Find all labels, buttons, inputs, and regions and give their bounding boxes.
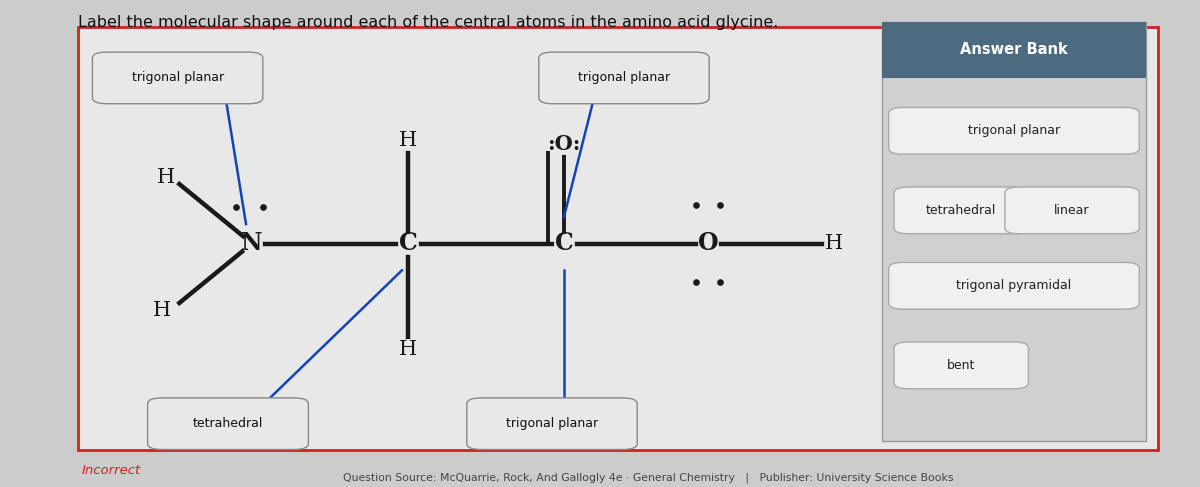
- Text: H: H: [824, 234, 844, 253]
- FancyBboxPatch shape: [889, 262, 1139, 309]
- Text: H: H: [398, 131, 418, 150]
- Text: trigonal pyramidal: trigonal pyramidal: [956, 279, 1072, 292]
- Text: H: H: [156, 168, 175, 187]
- Text: tetrahedral: tetrahedral: [926, 204, 996, 217]
- Text: C: C: [554, 231, 574, 256]
- Text: Question Source: McQuarrie, Rock, And Gallogly 4e · General Chemistry   |   Publ: Question Source: McQuarrie, Rock, And Ga…: [343, 472, 953, 483]
- Text: trigonal planar: trigonal planar: [968, 124, 1060, 137]
- FancyBboxPatch shape: [539, 52, 709, 104]
- FancyBboxPatch shape: [148, 398, 308, 450]
- Text: Incorrect: Incorrect: [82, 465, 140, 477]
- Text: C: C: [398, 231, 418, 256]
- FancyBboxPatch shape: [882, 22, 1146, 78]
- Text: trigonal planar: trigonal planar: [506, 417, 598, 430]
- FancyBboxPatch shape: [882, 22, 1146, 441]
- FancyBboxPatch shape: [78, 27, 1158, 450]
- Text: :O:: :O:: [547, 133, 581, 154]
- FancyBboxPatch shape: [1004, 187, 1139, 234]
- Text: linear: linear: [1055, 204, 1090, 217]
- FancyBboxPatch shape: [889, 108, 1139, 154]
- Text: O: O: [697, 231, 719, 256]
- Text: H: H: [152, 301, 172, 320]
- Text: trigonal planar: trigonal planar: [578, 72, 670, 84]
- Text: bent: bent: [947, 359, 976, 372]
- FancyBboxPatch shape: [467, 398, 637, 450]
- Text: Label the molecular shape around each of the central atoms in the amino acid gly: Label the molecular shape around each of…: [78, 15, 779, 30]
- Text: tetrahedral: tetrahedral: [193, 417, 263, 430]
- FancyBboxPatch shape: [92, 52, 263, 104]
- FancyBboxPatch shape: [894, 187, 1028, 234]
- Text: H: H: [398, 339, 418, 359]
- Text: trigonal planar: trigonal planar: [132, 72, 223, 84]
- Text: N: N: [241, 231, 263, 256]
- Text: Answer Bank: Answer Bank: [960, 42, 1068, 57]
- FancyBboxPatch shape: [894, 342, 1028, 389]
